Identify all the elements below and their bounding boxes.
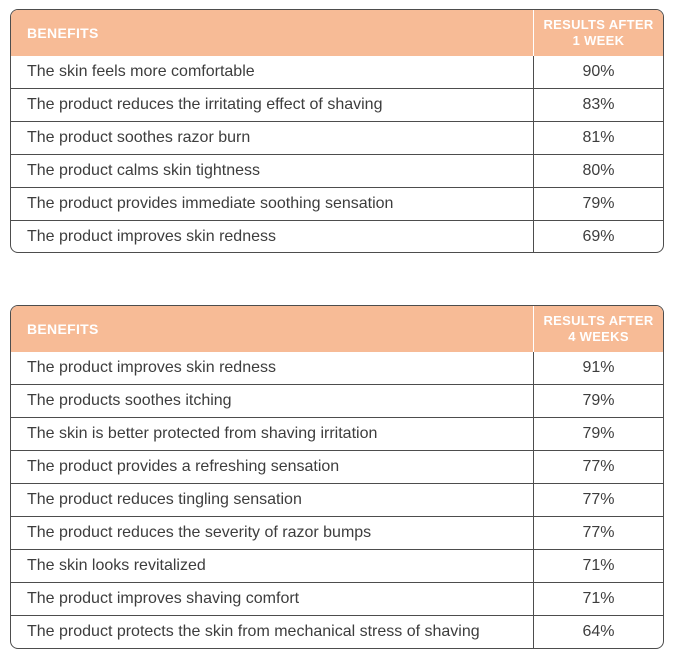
benefit-cell: The skin looks revitalized [27, 557, 206, 574]
table-row: The skin looks revitalized 71% [11, 549, 663, 582]
table-row: The skin feels more comfortable 90% [11, 56, 663, 88]
result-cell: 83% [533, 89, 663, 121]
table-body: The skin feels more comfortable 90% The … [11, 56, 663, 252]
table-row: The product provides a refreshing sensat… [11, 450, 663, 483]
result-cell: 91% [533, 352, 663, 384]
result-cell: 69% [533, 221, 663, 252]
result-cell: 77% [533, 484, 663, 516]
benefit-cell: The product reduces the irritating effec… [27, 96, 383, 113]
benefits-column-header: BENEFITS [27, 321, 99, 337]
result-cell: 64% [533, 616, 663, 648]
result-cell: 79% [533, 418, 663, 450]
table-body: The product improves skin redness 91% Th… [11, 352, 663, 648]
result-cell: 81% [533, 122, 663, 154]
result-cell: 77% [533, 451, 663, 483]
benefits-column-header: BENEFITS [27, 25, 99, 41]
result-cell: 71% [533, 550, 663, 582]
benefit-cell: The product soothes razor burn [27, 129, 251, 146]
table-row: The product improves shaving comfort 71% [11, 582, 663, 615]
table-row: The skin is better protected from shavin… [11, 417, 663, 450]
benefit-cell: The product improves skin redness [27, 228, 276, 245]
benefit-cell: The product provides immediate soothing … [27, 195, 394, 212]
benefit-cell: The product improves shaving comfort [27, 590, 300, 607]
table-row: The product calms skin tightness 80% [11, 154, 663, 187]
result-cell: 80% [533, 155, 663, 187]
benefit-cell: The product provides a refreshing sensat… [27, 458, 340, 475]
table-row: The product reduces the severity of razo… [11, 516, 663, 549]
table-row: The product provides immediate soothing … [11, 187, 663, 220]
table-row: The product improves skin redness 69% [11, 220, 663, 252]
benefit-cell: The products soothes itching [27, 392, 232, 409]
result-cell: 77% [533, 517, 663, 549]
results-column-header: RESULTS AFTER 4 WEEKS [533, 306, 663, 352]
table-row: The product reduces tingling sensation 7… [11, 483, 663, 516]
benefit-cell: The skin feels more comfortable [27, 63, 255, 80]
table-row: The product protects the skin from mecha… [11, 615, 663, 648]
result-cell: 79% [533, 385, 663, 417]
table-row: The product reduces the irritating effec… [11, 88, 663, 121]
table-header: BENEFITS RESULTS AFTER 4 WEEKS [11, 306, 663, 352]
table-row: The product improves skin redness 91% [11, 352, 663, 384]
benefit-cell: The product reduces the severity of razo… [27, 524, 372, 541]
benefit-cell: The product reduces tingling sensation [27, 491, 302, 508]
table-header: BENEFITS RESULTS AFTER 1 WEEK [11, 10, 663, 56]
benefit-cell: The product calms skin tightness [27, 162, 260, 179]
result-cell: 71% [533, 583, 663, 615]
results-table-1-week: BENEFITS RESULTS AFTER 1 WEEK The skin f… [10, 9, 664, 253]
results-column-header: RESULTS AFTER 1 WEEK [533, 10, 663, 56]
table-row: The products soothes itching 79% [11, 384, 663, 417]
results-table-4-weeks: BENEFITS RESULTS AFTER 4 WEEKS The produ… [10, 305, 664, 649]
benefit-cell: The product protects the skin from mecha… [27, 623, 480, 640]
benefit-cell: The skin is better protected from shavin… [27, 425, 378, 442]
benefit-cell: The product improves skin redness [27, 359, 276, 376]
result-cell: 79% [533, 188, 663, 220]
result-cell: 90% [533, 56, 663, 88]
table-row: The product soothes razor burn 81% [11, 121, 663, 154]
